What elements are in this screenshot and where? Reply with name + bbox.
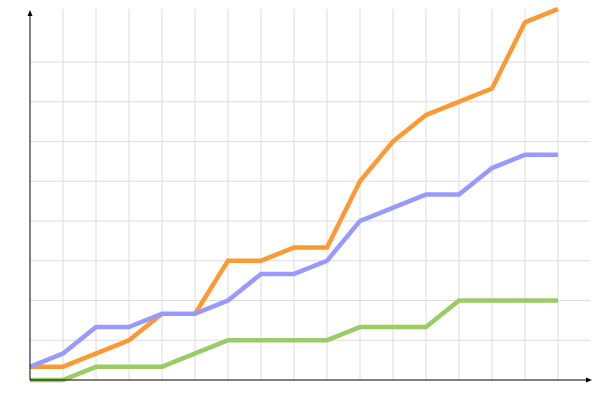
y-axis-arrow-icon [27,10,33,16]
series-group [29,6,559,383]
axes [27,10,592,383]
series-line-0 [30,6,559,369]
x-axis-arrow-icon [586,377,592,383]
series-line-2 [30,298,558,383]
series-line-1 [29,152,558,369]
